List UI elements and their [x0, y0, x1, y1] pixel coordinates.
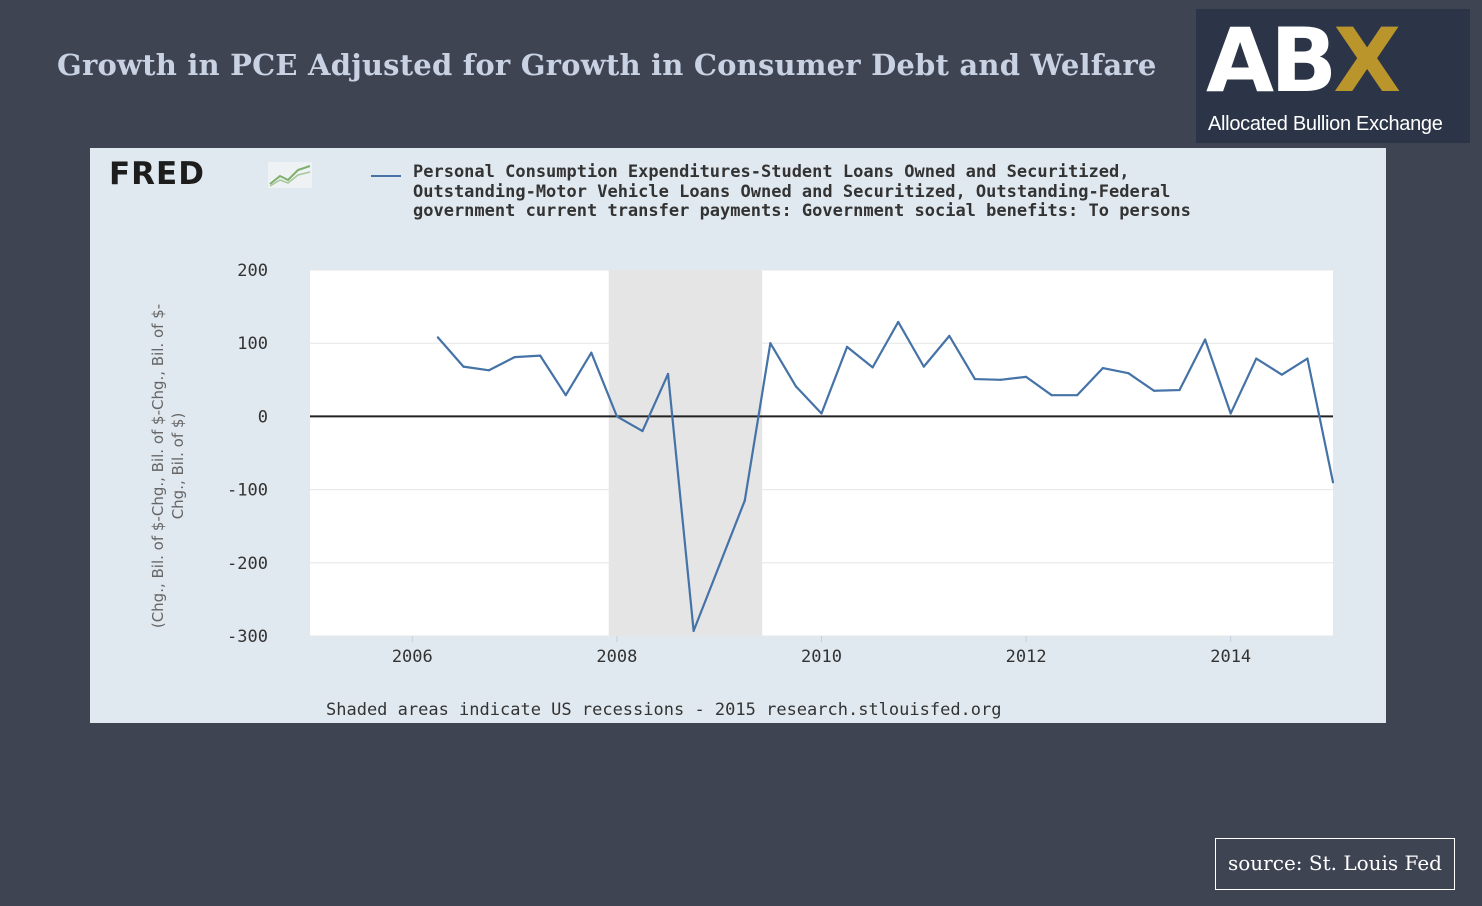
data-point — [462, 365, 465, 368]
data-point — [718, 564, 721, 567]
y-tick-label: -200 — [227, 554, 268, 574]
fred-logo: FRED — [109, 156, 205, 192]
recession-layer — [608, 270, 763, 636]
data-point — [1101, 366, 1104, 370]
data-point — [743, 499, 746, 502]
data-point — [1229, 412, 1232, 415]
data-point — [1255, 357, 1258, 360]
x-tick-label: 2014 — [1210, 647, 1251, 667]
fred-graph-icon — [268, 162, 312, 188]
series-layer — [436, 320, 1335, 632]
series-line — [437, 320, 1335, 632]
data-point — [1127, 372, 1130, 375]
data-point — [1178, 388, 1181, 392]
recession-band — [608, 270, 763, 636]
y-tick-label: 200 — [237, 261, 268, 281]
legend-swatch — [371, 175, 401, 177]
data-point — [692, 629, 695, 632]
source-note: source: St. Louis Fed — [1215, 838, 1455, 890]
data-point — [922, 365, 925, 368]
chart-footnote: Shaded areas indicate US recessions - 20… — [326, 700, 1002, 720]
data-point — [897, 320, 900, 324]
plot-area — [310, 270, 1333, 636]
y-tick-label: 100 — [237, 334, 268, 354]
x-tick-label: 2008 — [596, 647, 637, 667]
y-axis-label: (Chg., Bil. of $-Chg., Bil. of $-Chg., B… — [149, 303, 187, 629]
abx-logo: ABX Allocated Bullion Exchange — [1196, 9, 1470, 143]
data-point — [973, 377, 977, 381]
data-point — [1280, 373, 1283, 376]
data-point — [794, 385, 798, 388]
abx-logo-main: AB — [1206, 9, 1337, 112]
data-point — [948, 334, 951, 337]
data-point — [1076, 394, 1079, 397]
abx-logo-accent: X — [1333, 9, 1401, 112]
data-point — [769, 342, 772, 345]
data-point — [641, 429, 644, 433]
x-tick-label: 2006 — [392, 647, 433, 667]
data-point — [1306, 357, 1309, 360]
x-tick-label: 2010 — [801, 647, 842, 667]
chart-svg: 200 100 0 -100 -200 -300 2006 2008 2010 2012 2014 — [227, 261, 1335, 667]
data-point — [820, 412, 823, 415]
y-tick-label: -300 — [227, 627, 268, 647]
data-point — [564, 394, 567, 397]
data-point — [615, 415, 619, 418]
y-tick-labels: 200 100 0 -100 -200 -300 — [227, 261, 268, 647]
data-point — [539, 354, 542, 357]
slide-title: Growth in PCE Adjusted for Growth in Con… — [57, 48, 1157, 82]
data-point — [666, 372, 670, 376]
data-point — [1025, 375, 1028, 378]
y-tick-label: 0 — [258, 407, 268, 427]
y-tick-label: -100 — [227, 481, 268, 501]
data-point — [1204, 338, 1207, 341]
data-point — [1152, 389, 1156, 392]
fred-chart-panel: 200 100 0 -100 -200 -300 2006 2008 2010 2012 2014… — [90, 148, 1386, 723]
abx-logo-letters: ABX — [1206, 9, 1401, 113]
data-point — [436, 336, 439, 339]
abx-logo-tagline: Allocated Bullion Exchange — [1208, 113, 1443, 135]
data-point — [871, 366, 874, 369]
x-tick-label: 2012 — [1006, 647, 1047, 667]
data-point — [1050, 394, 1053, 397]
data-point — [845, 345, 849, 348]
data-point — [513, 356, 516, 359]
data-point — [999, 378, 1002, 381]
data-point — [487, 369, 491, 372]
data-point — [1331, 481, 1335, 484]
x-tick-labels: 2006 2008 2010 2012 2014 — [392, 636, 1251, 667]
data-point — [590, 351, 593, 354]
legend-series-name: Personal Consumption Expenditures-Studen… — [413, 162, 1191, 221]
